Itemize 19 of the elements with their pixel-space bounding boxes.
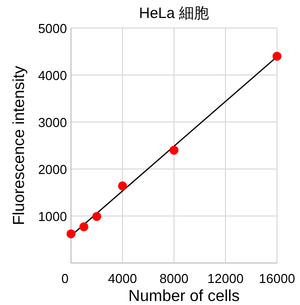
point [79, 222, 88, 232]
point [170, 146, 178, 155]
point [118, 181, 127, 190]
x-tick-label: 4000 [108, 271, 137, 286]
y-tick-label: 2000 [38, 162, 67, 177]
y-tick-label: 1000 [38, 209, 67, 224]
y-tick-label: 3000 [38, 115, 67, 130]
y-axis-title: Fluorescence intensity [11, 66, 28, 226]
x-tick-label: 16000 [258, 271, 296, 286]
point [272, 52, 282, 61]
point [92, 212, 102, 221]
x-tick-label: 0 [61, 271, 69, 286]
y-tick-label: 4000 [38, 68, 67, 83]
x-tick-label: 12000 [207, 271, 244, 286]
x-tick-label: 8000 [160, 271, 188, 286]
x-axis-title: Number of cells [128, 288, 240, 305]
chart-title: HeLa 細胞 [138, 5, 210, 22]
point [66, 229, 76, 238]
y-tick-label: 5000 [38, 21, 67, 36]
